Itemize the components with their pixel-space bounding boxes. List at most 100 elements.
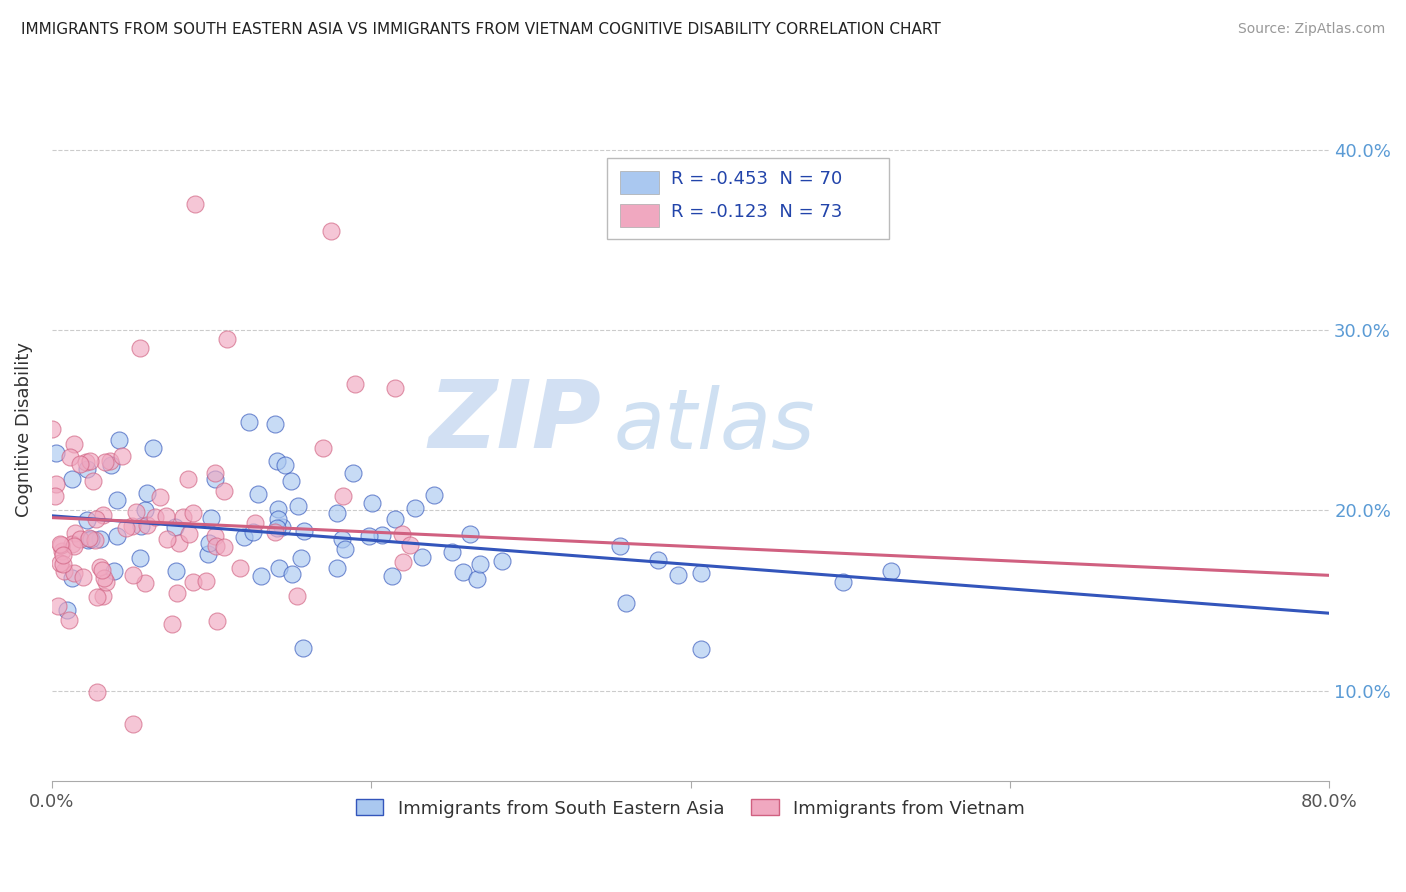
Text: atlas: atlas — [614, 385, 815, 467]
Point — [125, 505, 148, 519]
Point — [666, 568, 689, 582]
Point — [69, 457, 91, 471]
Legend: Immigrants from South Eastern Asia, Immigrants from Vietnam: Immigrants from South Eastern Asia, Immi… — [349, 792, 1032, 825]
Point — [321, 224, 343, 238]
Point — [82, 474, 104, 488]
FancyBboxPatch shape — [620, 204, 658, 227]
FancyBboxPatch shape — [620, 171, 658, 194]
Point — [165, 565, 187, 579]
Point — [264, 417, 287, 431]
Point — [91, 589, 114, 603]
Text: IMMIGRANTS FROM SOUTH EASTERN ASIA VS IMMIGRANTS FROM VIETNAM COGNITIVE DISABILI: IMMIGRANTS FROM SOUTH EASTERN ASIA VS IM… — [21, 22, 941, 37]
Point — [212, 483, 235, 498]
Point — [880, 565, 903, 579]
Point — [89, 532, 111, 546]
Point — [831, 575, 853, 590]
Point — [60, 472, 83, 486]
Point — [647, 553, 669, 567]
Point — [204, 528, 226, 542]
Point — [51, 544, 73, 558]
Point — [292, 524, 315, 538]
Point — [111, 450, 134, 464]
Point — [62, 539, 84, 553]
Point — [156, 532, 179, 546]
Point — [51, 538, 73, 552]
Point — [77, 533, 100, 547]
Point — [371, 528, 394, 542]
Point — [205, 614, 228, 628]
Point — [91, 563, 114, 577]
Point — [52, 565, 75, 579]
Point — [197, 547, 219, 561]
Point — [149, 490, 172, 504]
Point — [399, 538, 422, 552]
Point — [107, 434, 129, 448]
Point — [46, 599, 69, 614]
Point — [60, 570, 83, 584]
Point — [183, 506, 205, 520]
Point — [103, 564, 125, 578]
Point — [122, 567, 145, 582]
Point — [134, 575, 156, 590]
Point — [205, 539, 228, 553]
Point — [458, 526, 481, 541]
Point — [491, 554, 513, 568]
Point — [391, 527, 413, 541]
Point — [134, 502, 156, 516]
Point — [229, 561, 252, 575]
Point — [121, 519, 143, 533]
Point — [60, 537, 83, 551]
Point — [344, 377, 367, 392]
Point — [51, 557, 73, 571]
Point — [166, 586, 188, 600]
Point — [325, 560, 347, 574]
Point — [287, 500, 309, 514]
Point — [184, 196, 207, 211]
Point — [86, 685, 108, 699]
FancyBboxPatch shape — [607, 159, 889, 239]
Point — [181, 575, 204, 590]
Point — [690, 566, 713, 580]
Point — [290, 551, 312, 566]
Point — [177, 472, 200, 486]
Point — [312, 442, 335, 456]
Point — [105, 529, 128, 543]
Point — [135, 517, 157, 532]
Y-axis label: Cognitive Disability: Cognitive Disability — [15, 342, 32, 516]
Point — [84, 533, 107, 547]
Point — [267, 560, 290, 574]
Point — [263, 524, 285, 539]
Point — [198, 536, 221, 550]
Point — [267, 502, 290, 516]
Point — [266, 454, 288, 468]
Point — [69, 532, 91, 546]
Point — [384, 381, 406, 395]
Point — [411, 550, 433, 565]
Point — [115, 521, 138, 535]
Point — [217, 332, 239, 346]
Point — [142, 441, 165, 455]
Point — [49, 556, 72, 570]
Point — [89, 559, 111, 574]
Point — [94, 455, 117, 469]
Point — [76, 513, 98, 527]
Point — [266, 521, 288, 535]
Point — [72, 570, 94, 584]
Point — [453, 565, 475, 579]
Point — [465, 573, 488, 587]
Point — [91, 508, 114, 522]
Point — [136, 486, 159, 500]
Point — [77, 531, 100, 545]
Point — [404, 500, 426, 515]
Point — [45, 446, 67, 460]
Point — [273, 458, 295, 472]
Point — [122, 716, 145, 731]
Point — [80, 532, 103, 546]
Point — [56, 603, 79, 617]
Point — [468, 557, 491, 571]
Point — [58, 614, 80, 628]
Point — [128, 341, 150, 355]
Point — [267, 512, 290, 526]
Point — [384, 512, 406, 526]
Text: R = -0.123  N = 73: R = -0.123 N = 73 — [671, 202, 842, 220]
